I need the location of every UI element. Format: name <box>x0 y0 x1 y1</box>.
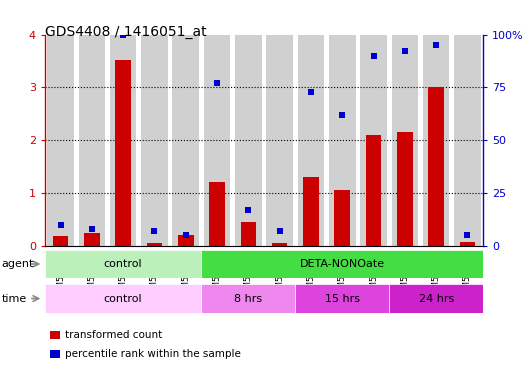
Text: time: time <box>2 293 27 304</box>
Text: 15 hrs: 15 hrs <box>325 293 360 304</box>
Bar <box>428 88 444 246</box>
Bar <box>141 35 168 246</box>
Point <box>213 80 221 86</box>
Bar <box>392 35 418 246</box>
Bar <box>334 190 350 246</box>
Bar <box>423 35 449 246</box>
Point <box>463 232 472 238</box>
Bar <box>397 132 413 246</box>
Point <box>119 31 127 38</box>
Point <box>370 53 378 59</box>
Text: transformed count: transformed count <box>65 330 162 340</box>
Bar <box>201 284 295 313</box>
Bar <box>329 35 355 246</box>
Bar <box>454 35 481 246</box>
Bar <box>298 35 324 246</box>
Point <box>182 232 190 238</box>
Text: DETA-NONOate: DETA-NONOate <box>300 259 385 269</box>
Text: agent: agent <box>2 259 34 269</box>
Bar <box>53 236 68 246</box>
Bar <box>266 35 293 246</box>
Text: control: control <box>104 259 143 269</box>
Bar <box>201 250 483 278</box>
Point <box>432 42 440 48</box>
Bar <box>204 35 230 246</box>
Bar <box>147 243 162 246</box>
Bar <box>45 250 201 278</box>
Bar <box>272 243 287 246</box>
Bar <box>79 35 105 246</box>
Point <box>150 228 158 234</box>
Bar <box>110 35 136 246</box>
Bar <box>47 35 74 246</box>
Text: 8 hrs: 8 hrs <box>234 293 262 304</box>
Point <box>307 89 315 95</box>
Text: 24 hrs: 24 hrs <box>419 293 454 304</box>
Bar <box>303 177 319 246</box>
Bar <box>241 222 256 246</box>
Point <box>338 112 346 118</box>
Bar <box>360 35 387 246</box>
Bar <box>235 35 262 246</box>
Point <box>401 48 409 55</box>
Bar <box>45 284 201 313</box>
Text: GDS4408 / 1416051_at: GDS4408 / 1416051_at <box>45 25 206 39</box>
Text: percentile rank within the sample: percentile rank within the sample <box>65 349 241 359</box>
Point <box>88 226 96 232</box>
Text: control: control <box>104 293 143 304</box>
Bar <box>389 284 483 313</box>
Point <box>56 222 65 228</box>
Bar <box>173 35 199 246</box>
Bar <box>460 242 475 246</box>
Point <box>244 207 252 213</box>
Bar <box>209 182 225 246</box>
Bar <box>295 284 389 313</box>
Bar <box>115 60 131 246</box>
Bar <box>178 235 194 246</box>
Point <box>276 228 284 234</box>
Bar <box>84 233 100 246</box>
Bar <box>366 135 381 246</box>
